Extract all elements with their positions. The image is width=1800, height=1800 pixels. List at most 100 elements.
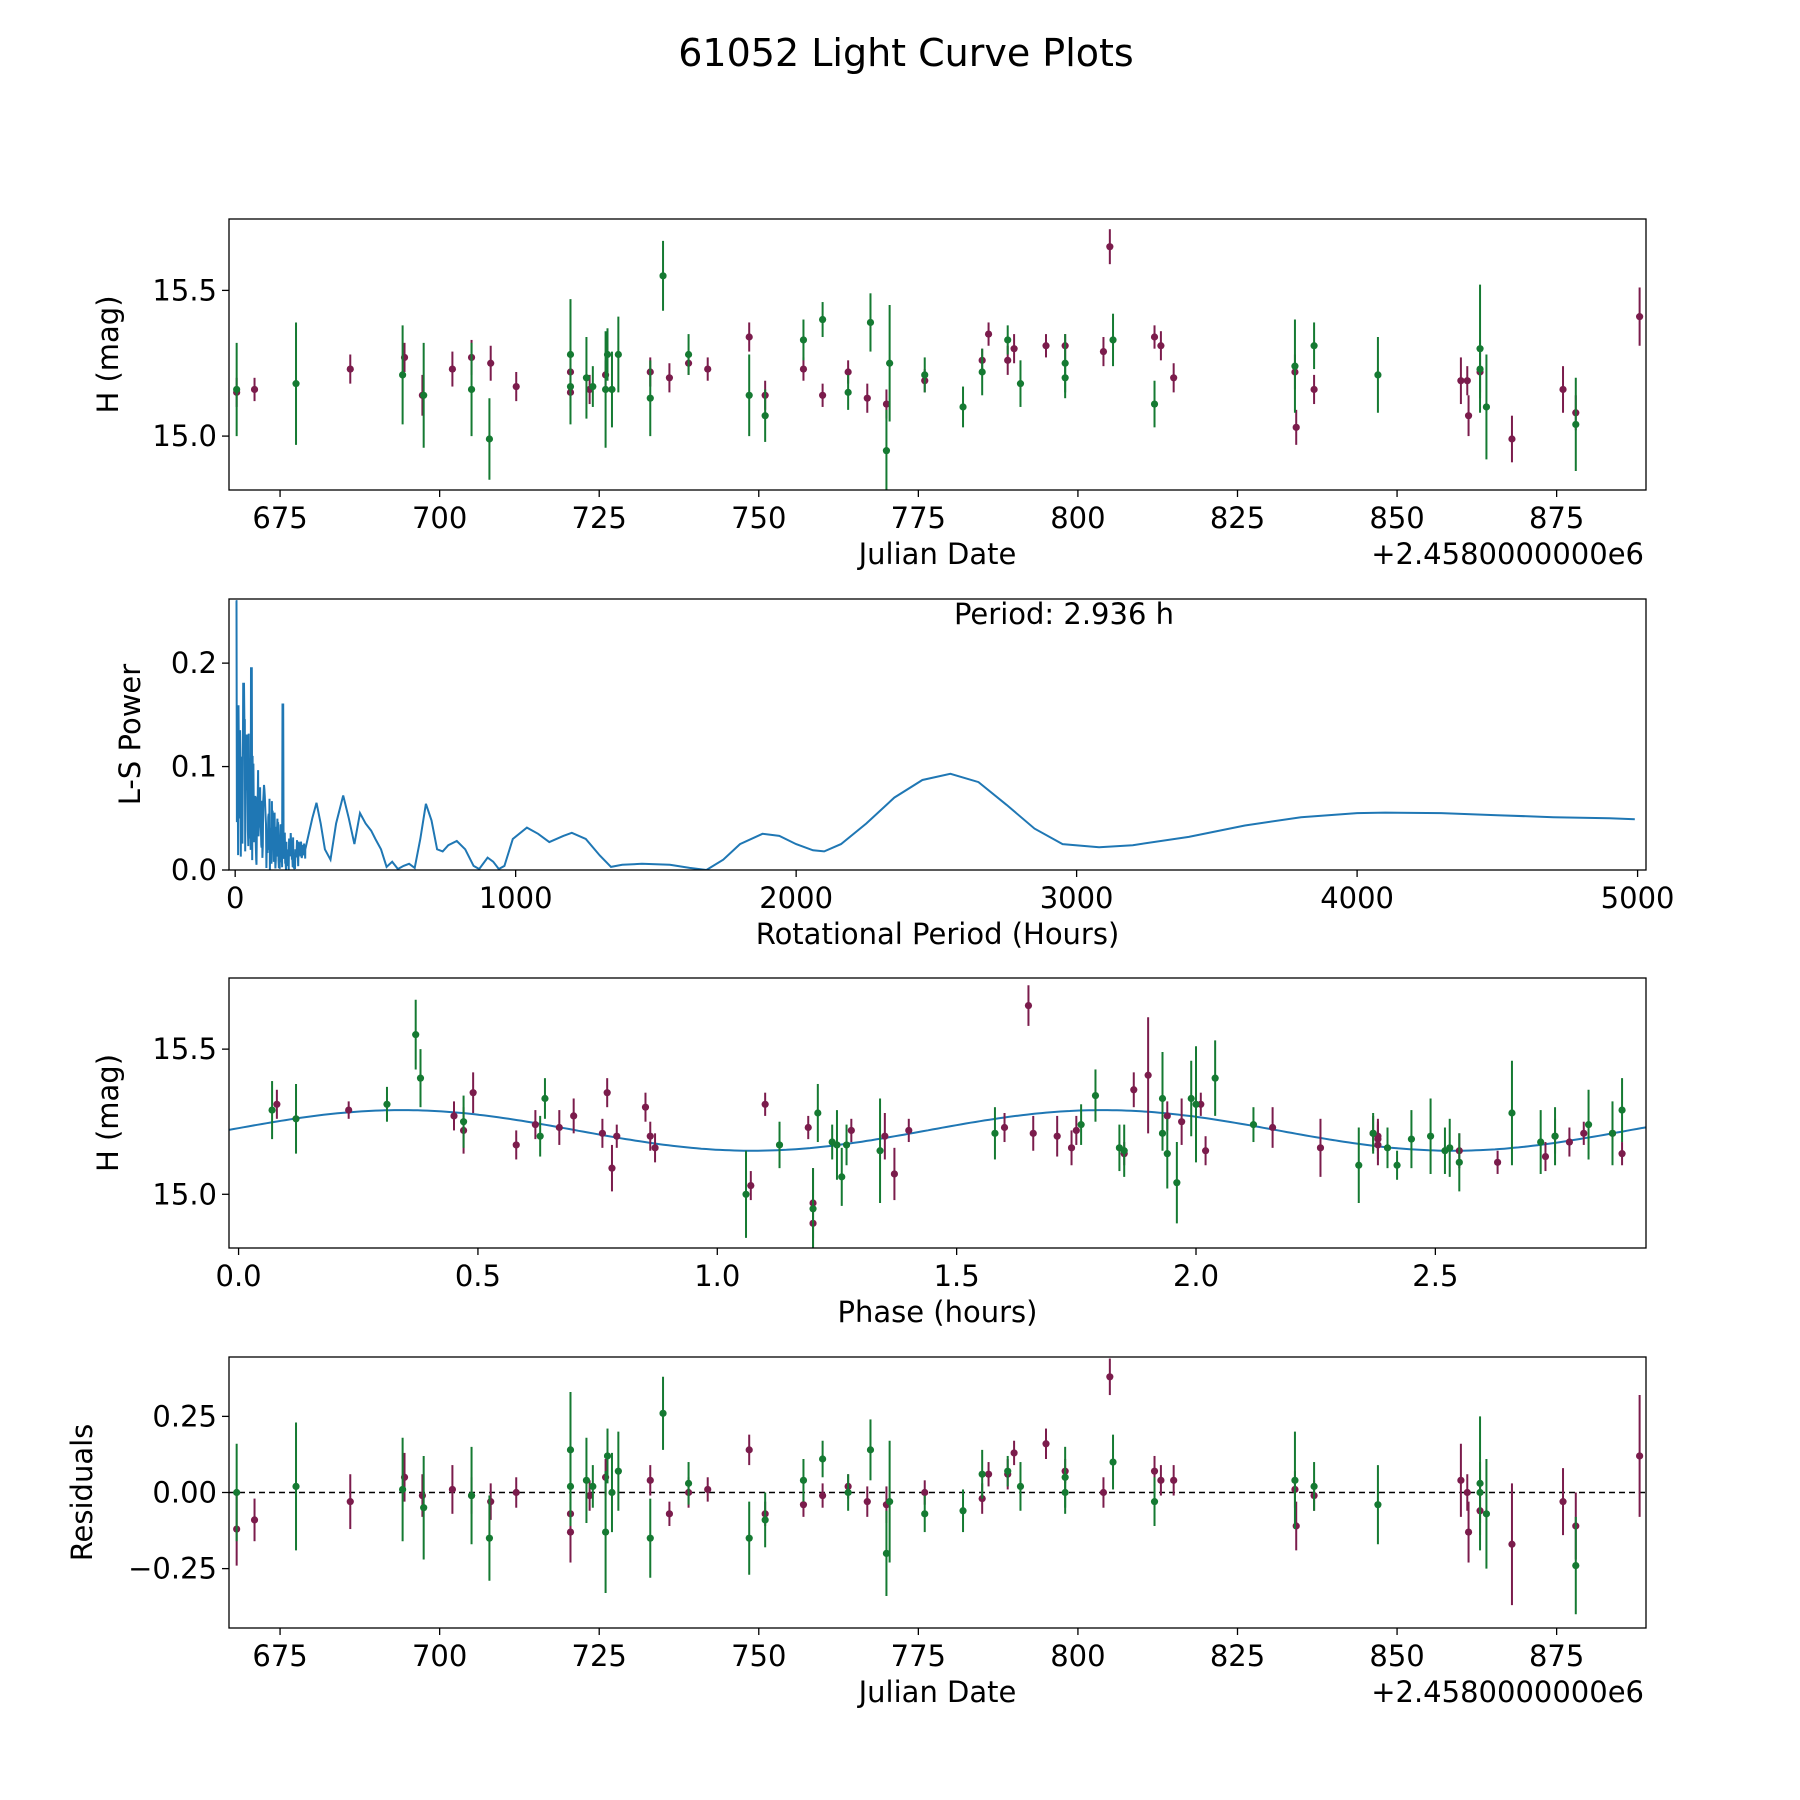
data-point-green	[646, 394, 654, 402]
model-fit-curve	[229, 1109, 1646, 1152]
x-tick-label: 3000	[1040, 881, 1114, 915]
data-point-green	[959, 403, 967, 411]
data-point-magenta	[1170, 1476, 1178, 1484]
y-axis-label: H (mag)	[91, 295, 125, 413]
data-point-green	[383, 1100, 391, 1108]
data-point-magenta	[921, 1488, 929, 1497]
axes-frame	[228, 598, 1647, 871]
data-point-magenta	[1618, 1150, 1626, 1158]
data-point-green	[684, 1479, 693, 1487]
data-point-green	[1618, 1106, 1626, 1114]
data-point-magenta	[1292, 1522, 1300, 1530]
x-tick-label: 825	[1210, 501, 1265, 535]
data-point-magenta	[512, 382, 520, 391]
data-point-magenta	[1099, 347, 1108, 356]
data-point-green	[268, 1106, 276, 1114]
data-point-magenta	[598, 1129, 606, 1137]
data-point-green	[978, 1470, 986, 1478]
data-point-green	[844, 388, 852, 396]
data-point-magenta	[1541, 1152, 1550, 1161]
x-tick-label: 1.0	[694, 1259, 740, 1293]
data-point-magenta	[1042, 1440, 1050, 1448]
data-point-magenta	[819, 1491, 827, 1500]
data-point-green	[582, 374, 591, 382]
data-point-magenta	[608, 1164, 616, 1172]
data-point-green	[1537, 1138, 1545, 1146]
data-point-green	[1482, 1510, 1491, 1518]
y-axis-label: L-S Power	[113, 664, 147, 805]
data-point-magenta	[1099, 1488, 1108, 1497]
data-point-green	[566, 382, 575, 391]
y-tick-label: 15.0	[152, 419, 217, 453]
data-point-green	[1393, 1161, 1401, 1169]
data-point-green	[485, 435, 494, 443]
data-point-green	[1158, 1129, 1167, 1137]
data-point-green	[1150, 1498, 1159, 1506]
data-point-magenta	[1053, 1132, 1061, 1140]
data-point-magenta	[761, 1100, 769, 1108]
data-point-green	[233, 1488, 241, 1497]
x-tick-label: 775	[891, 501, 946, 535]
data-point-green	[1004, 336, 1012, 344]
data-point-magenta	[847, 1126, 855, 1135]
data-point-magenta	[512, 1488, 520, 1497]
data-point-green	[582, 1476, 591, 1484]
data-point-green	[745, 1534, 753, 1542]
data-point-green	[1584, 1121, 1593, 1129]
data-point-green	[799, 1476, 808, 1484]
data-point-green	[467, 385, 476, 394]
data-point-magenta	[1157, 342, 1165, 350]
data-point-green	[1482, 403, 1491, 411]
data-point-green	[742, 1190, 750, 1198]
x-tick-label: 800	[1050, 1639, 1105, 1673]
data-point-green	[1291, 362, 1299, 370]
data-point-green	[1310, 342, 1318, 350]
x-tick-label: 700	[412, 1639, 467, 1673]
data-point-magenta	[704, 365, 712, 373]
periodogram-line	[235, 600, 1635, 870]
data-point-green	[416, 1074, 425, 1082]
y-tick-label: 15.5	[152, 273, 217, 307]
data-point-magenta	[346, 365, 354, 373]
data-point-magenta	[1292, 423, 1300, 431]
data-point-magenta	[1457, 1476, 1465, 1484]
data-point-green	[886, 1498, 894, 1506]
data-point-green	[775, 1141, 784, 1149]
y-axis-label: H (mag)	[91, 1054, 125, 1172]
x-tick-label: 725	[572, 1639, 627, 1673]
data-point-green	[1407, 1135, 1416, 1143]
data-point-magenta	[512, 1141, 520, 1149]
data-point-green	[1192, 1100, 1200, 1108]
data-point-magenta	[1157, 1476, 1165, 1484]
data-point-magenta	[799, 1501, 808, 1509]
data-point-green	[1249, 1121, 1258, 1129]
data-point-green	[601, 1528, 610, 1536]
data-point-green	[959, 1507, 967, 1515]
data-point-magenta	[905, 1126, 913, 1135]
data-point-magenta	[1508, 435, 1516, 443]
data-point-magenta	[1144, 1071, 1152, 1079]
data-point-magenta	[586, 1491, 594, 1500]
data-point-magenta	[745, 333, 753, 341]
data-point-green	[1369, 1129, 1377, 1137]
data-point-magenta	[1559, 1498, 1567, 1506]
x-tick-label: 875	[1529, 1639, 1584, 1673]
data-point-magenta	[1072, 1126, 1080, 1135]
data-point-magenta	[1559, 385, 1567, 394]
data-point-magenta	[984, 330, 993, 338]
data-point-magenta	[1636, 1452, 1644, 1460]
data-point-magenta	[613, 1132, 621, 1140]
data-point-green	[536, 1132, 544, 1140]
x-tick-label: 2.0	[1173, 1259, 1219, 1293]
data-point-magenta	[890, 1170, 899, 1178]
data-point-green	[1187, 1094, 1195, 1103]
data-point-green	[399, 1485, 407, 1494]
data-point-green	[1016, 380, 1025, 388]
x-tick-label: 750	[731, 1639, 786, 1673]
data-point-magenta	[1150, 1467, 1159, 1475]
data-point-green	[589, 382, 597, 391]
data-point-green	[876, 1147, 884, 1155]
panel-phased: 0.0 0.5 1.0 1.5 2.0 2.5 15.0 15.5 Phase (hours) H…	[91, 977, 1647, 1329]
data-point-green	[886, 359, 894, 367]
